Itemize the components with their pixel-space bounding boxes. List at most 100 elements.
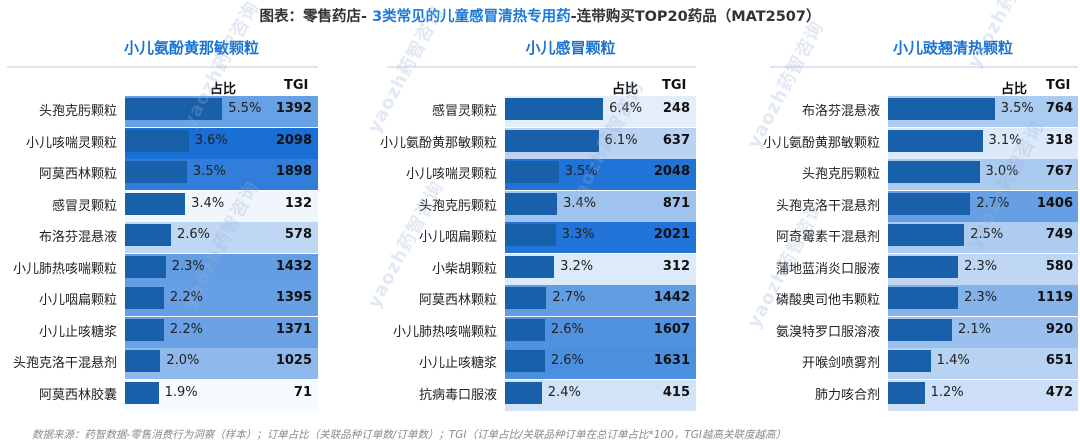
tgi-value: 472 <box>1045 384 1073 400</box>
bar <box>505 287 547 309</box>
share-value: 2.4% <box>547 384 581 400</box>
share-value: 2.6% <box>550 321 584 337</box>
tgi-value: 920 <box>1045 321 1073 337</box>
share-value: 3.1% <box>988 132 1022 148</box>
share-value: 2.3% <box>964 290 998 305</box>
share-value: 1.9% <box>164 384 198 400</box>
share-value: 3.5% <box>1000 101 1034 116</box>
bar <box>888 224 965 246</box>
bar <box>888 192 971 215</box>
category-label: 小儿咳喘灵颗粒 <box>405 167 497 182</box>
share-value: 2.1% <box>958 321 992 337</box>
tgi-value: 1371 <box>275 321 312 337</box>
tgi-value: 1025 <box>275 353 312 368</box>
share-value: 3.5% <box>564 164 598 179</box>
category-label: 小儿咽扁颗粒 <box>38 293 117 308</box>
bar <box>505 318 545 341</box>
share-value: 2.7% <box>976 195 1010 211</box>
bar <box>125 318 164 341</box>
category-label: 头孢克洛干混悬剂 <box>12 356 117 371</box>
tgi-value: 578 <box>284 227 312 242</box>
category-label: 布洛芬混悬液 <box>801 104 880 119</box>
tgi-header: TGI <box>1046 78 1071 93</box>
category-label: 阿莫西林胶囊 <box>38 387 117 403</box>
category-label: 感冒灵颗粒 <box>51 198 117 214</box>
panel-title: 小儿豉翘清热颗粒 <box>892 39 1013 57</box>
category-label: 小儿止咳糖浆 <box>38 324 117 340</box>
tgi-value: 2048 <box>653 164 690 179</box>
category-label: 小儿咽扁颗粒 <box>418 230 497 245</box>
share-value: 2.6% <box>177 227 211 242</box>
category-label: 氨溴特罗口服溶液 <box>775 324 880 340</box>
bar <box>125 192 186 215</box>
tgi-value: 2098 <box>275 132 312 148</box>
tgi-value: 312 <box>662 258 690 274</box>
share-value: 3.5% <box>192 164 226 179</box>
share-value: 2.3% <box>964 258 998 274</box>
tgi-value: 248 <box>662 101 690 116</box>
tgi-value: 71 <box>293 384 312 400</box>
bar <box>125 381 159 404</box>
tgi-value: 767 <box>1045 164 1073 179</box>
footnote: 数据来源：药智数据-零售消费行为洞察（样本）；订单占比（关联品种订单数/订单数）… <box>32 429 786 441</box>
category-label: 感冒灵颗粒 <box>431 104 497 119</box>
share-value: 3.6% <box>194 132 228 148</box>
panel-title: 小儿感冒颗粒 <box>525 39 616 57</box>
category-label: 开喉剑喷雾剂 <box>801 356 880 371</box>
bar <box>125 161 187 183</box>
share-value: 2.0% <box>166 353 200 368</box>
tgi-value: 1432 <box>275 258 312 274</box>
bar <box>125 224 171 246</box>
share-value: 2.3% <box>171 258 205 274</box>
category-label: 小儿氨酚黄那敏颗粒 <box>762 135 880 151</box>
tgi-value: 318 <box>1045 132 1073 148</box>
tgi-value: 1607 <box>653 321 690 337</box>
bar <box>888 255 959 278</box>
bar <box>888 161 980 183</box>
tgi-value: 1898 <box>275 164 312 179</box>
category-label: 头孢克洛干混悬剂 <box>775 198 880 214</box>
category-label: 肺力咳合剂 <box>814 387 880 403</box>
page-title: 图表：零售药店- 3类常见的儿童感冒清热专用药-连带购买TOP20药品（MAT2… <box>0 5 1080 26</box>
category-label: 小儿肺热咳喘颗粒 <box>392 324 497 340</box>
category-label: 头孢克肟颗粒 <box>38 104 117 119</box>
share-value: 2.6% <box>550 353 584 368</box>
page-title-highlight: 3类常见的儿童感冒清热专用药 <box>372 9 571 25</box>
tgi-value: 749 <box>1045 227 1073 242</box>
tgi-value: 1119 <box>1036 290 1073 305</box>
category-label: 阿莫西林颗粒 <box>418 293 497 308</box>
share-value: 6.4% <box>609 101 643 116</box>
share-value: 3.3% <box>561 227 595 242</box>
category-label: 小儿咳喘灵颗粒 <box>25 135 117 151</box>
bar <box>125 255 166 278</box>
category-label: 阿莫西林颗粒 <box>38 167 117 182</box>
category-label: 头孢克肟颗粒 <box>801 167 880 182</box>
tgi-value: 415 <box>662 384 690 400</box>
bar <box>505 161 559 183</box>
tgi-value: 1406 <box>1036 195 1073 211</box>
category-label: 磷酸奥司他韦颗粒 <box>775 293 880 308</box>
panel-underline <box>7 66 318 68</box>
tgi-header: TGI <box>662 78 687 93</box>
tgi-value: 764 <box>1045 101 1073 116</box>
category-label: 蒲地蓝消炎口服液 <box>775 261 880 277</box>
share-value: 6.1% <box>604 132 638 148</box>
category-label: 抗病毒口服液 <box>418 387 497 403</box>
bar <box>888 381 925 404</box>
panel-title: 小儿氨酚黄那敏颗粒 <box>123 39 259 57</box>
bar <box>125 287 164 309</box>
share-value: 1.4% <box>936 353 970 368</box>
bar <box>888 287 959 309</box>
tgi-value: 580 <box>1045 258 1073 274</box>
page-title-prefix: 图表：零售药店- <box>259 9 373 25</box>
share-value: 2.2% <box>169 321 203 337</box>
category-label: 小儿肺热咳喘颗粒 <box>12 261 117 277</box>
tgi-value: 132 <box>284 195 312 211</box>
bar <box>505 381 542 404</box>
bar <box>125 129 189 152</box>
tgi-value: 651 <box>1045 353 1073 368</box>
share-value: 2.5% <box>970 227 1004 242</box>
page-title-suffix: -连带购买TOP20药品（MAT2507） <box>570 9 821 25</box>
category-label: 小柴胡颗粒 <box>431 261 497 277</box>
tgi-header: TGI <box>284 78 309 93</box>
